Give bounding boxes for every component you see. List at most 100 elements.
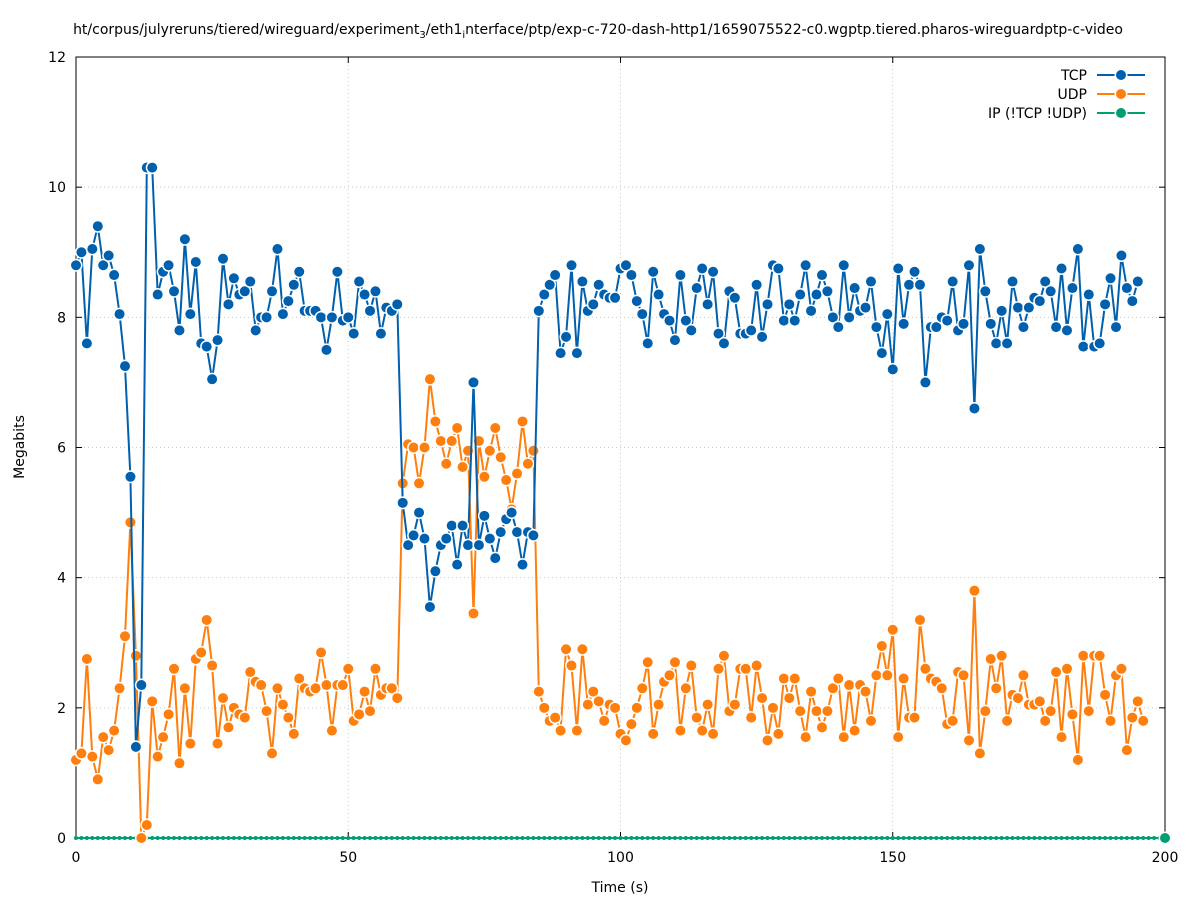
data-point: [1015, 836, 1020, 840]
data-point: [424, 374, 435, 385]
data-point: [961, 836, 966, 840]
data-point: [847, 836, 852, 840]
data-point: [400, 836, 405, 840]
data-point: [838, 260, 849, 271]
data-point: [531, 836, 536, 840]
data-point: [90, 836, 95, 840]
data-point: [1135, 836, 1140, 840]
series-0: [69, 161, 1145, 754]
data-point: [662, 836, 667, 840]
data-point: [838, 732, 849, 743]
x-tick-label: 100: [607, 850, 634, 866]
data-point: [743, 836, 748, 840]
data-point: [830, 836, 835, 840]
data-point: [770, 836, 775, 840]
data-point: [822, 286, 833, 297]
data-point: [571, 348, 582, 359]
data-point: [130, 650, 141, 661]
data-point: [270, 836, 275, 840]
data-point: [351, 836, 356, 840]
data-point: [161, 836, 166, 840]
data-point: [773, 728, 784, 739]
data-point: [288, 279, 299, 290]
data-point: [577, 276, 588, 287]
data-point: [291, 836, 296, 840]
data-point: [1005, 836, 1010, 840]
data-point: [196, 647, 207, 658]
data-point: [204, 836, 209, 840]
legend-marker: [1116, 108, 1126, 118]
data-point: [544, 279, 555, 290]
data-point: [245, 667, 256, 678]
data-point: [346, 836, 351, 840]
data-point: [718, 650, 729, 661]
data-point: [438, 836, 443, 840]
data-point: [789, 673, 800, 684]
data-point: [212, 335, 223, 346]
data-point: [433, 836, 438, 840]
data-point: [509, 836, 514, 840]
data-point: [708, 266, 719, 277]
data-point: [81, 338, 92, 349]
data-point: [841, 836, 846, 840]
data-point: [574, 836, 579, 840]
data-point: [1110, 322, 1121, 333]
data-point: [123, 836, 128, 840]
data-point: [885, 836, 890, 840]
data-point: [319, 836, 324, 840]
data-point: [147, 162, 158, 173]
data-point: [365, 706, 376, 717]
data-point: [912, 836, 917, 840]
legend-marker: [1116, 70, 1126, 80]
data-point: [368, 836, 373, 840]
data-point: [561, 644, 572, 655]
data-point: [536, 836, 541, 840]
data-point: [593, 696, 604, 707]
data-point: [302, 836, 307, 840]
data-point: [460, 836, 465, 840]
data-point: [522, 458, 533, 469]
data-point: [1034, 296, 1045, 307]
data-point: [466, 836, 471, 840]
data-point: [996, 305, 1007, 316]
data-point: [370, 663, 381, 674]
data-point: [637, 683, 648, 694]
legend-label: IP (!TCP !UDP): [988, 106, 1087, 122]
data-point: [947, 276, 958, 287]
data-point: [1075, 836, 1080, 840]
data-point: [120, 631, 131, 642]
data-point: [267, 748, 278, 759]
data-point: [939, 836, 944, 840]
data-point: [177, 836, 182, 840]
data-point: [776, 836, 781, 840]
data-point: [773, 263, 784, 274]
data-point: [754, 836, 759, 840]
data-point: [675, 725, 686, 736]
legend: TCP UDP IP (!TCP !UDP): [988, 68, 1145, 122]
data-point: [762, 735, 773, 746]
data-point: [321, 680, 332, 691]
data-point: [468, 608, 479, 619]
data-point: [893, 732, 904, 743]
data-point: [983, 836, 988, 840]
y-tick-label: 12: [48, 50, 66, 66]
data-point: [620, 260, 631, 271]
data-point: [414, 507, 425, 518]
data-point: [533, 686, 544, 697]
axis-ticks: 0 50 100 150 200 0 2 4 6 8 10 12: [48, 50, 1178, 866]
data-point: [512, 468, 523, 479]
data-point: [729, 699, 740, 710]
data-point: [1132, 276, 1143, 287]
data-point: [106, 836, 111, 840]
data-point: [672, 836, 677, 840]
data-point: [963, 735, 974, 746]
data-point: [795, 289, 806, 300]
data-point: [1146, 836, 1151, 840]
data-point: [705, 836, 710, 840]
data-point: [713, 663, 724, 674]
data-point: [784, 299, 795, 310]
data-point: [1056, 263, 1067, 274]
data-point: [640, 836, 645, 840]
data-point: [1097, 836, 1102, 840]
data-point: [365, 305, 376, 316]
